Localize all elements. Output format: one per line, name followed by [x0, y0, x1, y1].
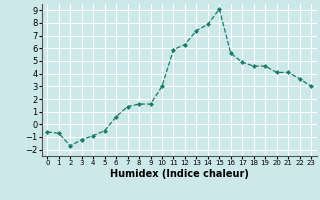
- X-axis label: Humidex (Indice chaleur): Humidex (Indice chaleur): [110, 169, 249, 179]
